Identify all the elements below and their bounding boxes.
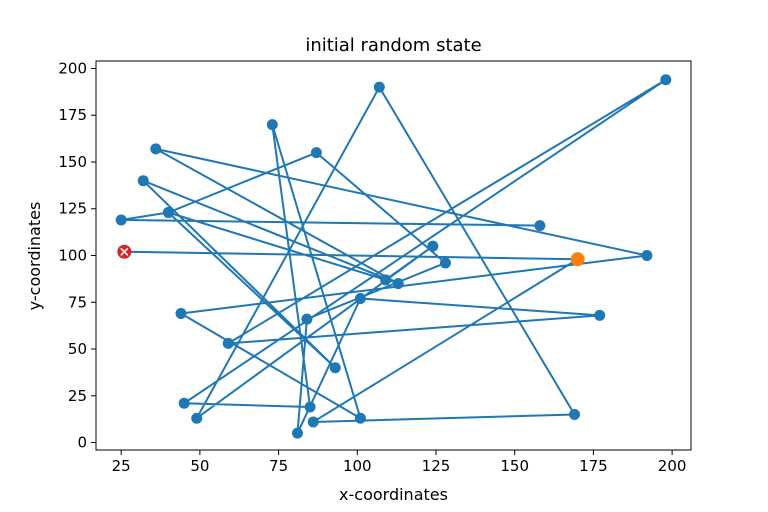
y-tick-label-150: 150 bbox=[58, 153, 87, 171]
y-tick-label-100: 100 bbox=[58, 247, 87, 265]
data-point-23 bbox=[291, 427, 303, 439]
x-tick-label-200: 200 bbox=[658, 457, 687, 475]
data-point-15 bbox=[354, 412, 366, 424]
y-tick-label-25: 25 bbox=[68, 387, 87, 405]
x-tick-label-25: 25 bbox=[112, 457, 131, 475]
data-point-9 bbox=[329, 362, 341, 374]
y-tick-label-175: 175 bbox=[58, 106, 87, 124]
data-point-12 bbox=[150, 143, 162, 155]
x-tick-label-50: 50 bbox=[190, 457, 209, 475]
y-axis-label: y-coordinates bbox=[25, 202, 44, 311]
x-tick-label-125: 125 bbox=[422, 457, 451, 475]
data-point-6 bbox=[427, 240, 439, 252]
data-point-3 bbox=[569, 408, 581, 420]
data-point-5 bbox=[191, 412, 203, 424]
y-tick-label-50: 50 bbox=[68, 340, 87, 358]
x-tick-label-150: 150 bbox=[500, 457, 529, 475]
data-point-19 bbox=[660, 74, 672, 86]
data-point-16 bbox=[266, 119, 278, 131]
x-axis-label: x-coordinates bbox=[339, 485, 448, 504]
data-point-10 bbox=[137, 175, 149, 187]
plot-area: 25 50 75 100 125 150 175 200 0 25 50 75 100 125 150 175… bbox=[58, 59, 692, 475]
start-point-x-icon bbox=[120, 247, 129, 256]
data-point-7 bbox=[380, 274, 392, 286]
current-point-marker bbox=[570, 252, 585, 267]
data-point-17 bbox=[304, 401, 316, 413]
x-tick-label-100: 100 bbox=[343, 457, 372, 475]
y-tick-label-200: 200 bbox=[58, 59, 87, 77]
data-point-26 bbox=[310, 147, 322, 159]
data-point-28 bbox=[115, 214, 127, 226]
y-tick-label-75: 75 bbox=[68, 293, 87, 311]
route-line bbox=[120, 78, 667, 435]
data-point-13 bbox=[641, 250, 653, 261]
data-point-22 bbox=[354, 293, 366, 305]
data-point-14 bbox=[175, 307, 187, 319]
data-point-20 bbox=[222, 337, 234, 349]
y-tick-label-125: 125 bbox=[58, 200, 87, 218]
data-point-11 bbox=[392, 278, 404, 290]
chart-title: initial random state bbox=[305, 35, 481, 56]
data-point-29 bbox=[534, 220, 546, 232]
y-tick-label-0: 0 bbox=[77, 434, 87, 452]
data-point-25 bbox=[439, 257, 451, 269]
data-point-2 bbox=[307, 416, 319, 428]
data-point-4 bbox=[373, 81, 385, 93]
data-point-24 bbox=[301, 313, 313, 325]
data-point-21 bbox=[594, 309, 606, 321]
data-point-18 bbox=[178, 397, 190, 409]
x-tick-label-175: 175 bbox=[579, 457, 608, 475]
x-tick-label-75: 75 bbox=[269, 457, 288, 475]
data-point-27 bbox=[162, 206, 174, 218]
